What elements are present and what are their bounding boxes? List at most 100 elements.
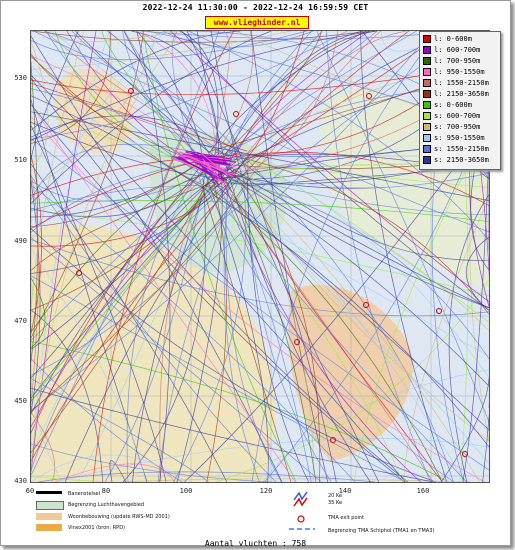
flight-track [249,186,489,331]
legend-label: s: 950-1550m [434,134,485,142]
flight-track [31,64,489,96]
flight-track [181,31,489,311]
approach-track [189,155,227,170]
flight-track [31,309,104,482]
flight-track [215,151,489,315]
flight-track [205,186,455,482]
flight-track [225,164,489,188]
legend-swatch [423,123,431,131]
flight-track [206,179,227,482]
tma-exit-point [363,302,369,308]
flight-track [31,88,242,162]
flight-track [31,163,228,482]
flight-track [136,31,171,482]
flight-track [64,156,247,482]
flight-track [202,180,467,482]
flight-track [31,75,406,482]
flight-track [353,123,489,482]
flight-track [262,369,489,482]
flight-track [31,171,248,471]
legend-swatch [423,35,431,43]
flight-track [214,160,317,482]
x-tick-label: 60 [25,487,35,495]
legend-label: l: 950-1550m [434,68,485,76]
terrain-area [288,284,413,461]
flight-track [31,247,147,482]
approach-track [185,150,232,160]
flight-track [403,196,489,482]
y-tick-label: 510 [14,156,27,164]
tma-exit-point [462,451,468,457]
flight-track [207,156,489,188]
legend-item: l: 950-1550m [423,68,485,78]
tma-exit-point [128,88,134,94]
website-badge[interactable]: www.vlieghinder.nl [205,16,309,29]
flight-track [207,158,465,482]
flight-track [236,170,489,442]
flight-track [31,31,97,472]
flight-track [31,138,489,471]
legend-item: l: 1550-2150m [423,79,489,89]
flight-track [31,31,348,140]
flight-track [215,181,312,482]
flight-track [31,175,277,482]
flight-track [31,184,356,482]
flight-track [215,279,489,482]
flight-track [249,159,489,323]
flight-track [157,171,242,482]
flight-track [231,174,489,309]
flight-track [223,171,260,482]
flight-track [201,189,489,357]
flight-track [170,31,489,302]
tma-exit-point [294,339,300,345]
flight-track [186,31,337,482]
flight-track [31,168,211,458]
flight-track [31,185,222,211]
flight-track [31,31,167,246]
flight-track [31,31,110,474]
flight-track [31,189,219,274]
key-label: Woonbebouwing (update RWS-MD 2001) [68,514,170,520]
flight-track [31,31,433,411]
flight-track [31,378,209,482]
noise-label: 35 Ke [328,500,343,506]
flight-track [44,31,247,163]
flight-track [225,151,489,206]
legend-label: s: 2150-3650m [434,156,489,164]
flight-track [31,152,220,218]
legend-label: l: 600-700m [434,46,481,54]
flight-track [31,200,489,223]
flight-track [31,154,212,228]
legend-swatch [423,79,431,87]
tma-exit-point [366,93,372,99]
y-tick-label: 530 [14,74,27,82]
flight-track [207,31,323,185]
legend-item: s: 950-1550m [423,134,485,144]
tma-boundary-label: Begrenzing TMA Schiphol (TMA1 en TMA3) [328,528,435,534]
flight-track [31,31,144,339]
flight-track [225,173,489,215]
flight-track [225,182,282,482]
flight-track [38,471,376,482]
flight-track [209,31,367,152]
flight-track [31,143,203,200]
flight-track [210,31,247,185]
flight-track [201,185,292,482]
legend-swatch [423,46,431,54]
flight-track [244,163,489,261]
flight-track [31,358,183,482]
legend-label: l: 1550-2150m [434,79,489,87]
flight-track [247,31,381,182]
flight-track [31,174,39,405]
approach-track [182,153,237,163]
flight-track [31,31,111,144]
tma-boundary-icon [289,528,315,530]
flight-track [237,31,339,177]
x-tick-label: 100 [179,487,193,495]
flight-track [211,188,443,482]
legend-swatch [423,57,431,65]
flight-track [31,31,471,402]
flight-track [31,167,217,202]
legend-item: s: 2150-3650m [423,156,489,166]
legend-swatch [423,134,431,142]
